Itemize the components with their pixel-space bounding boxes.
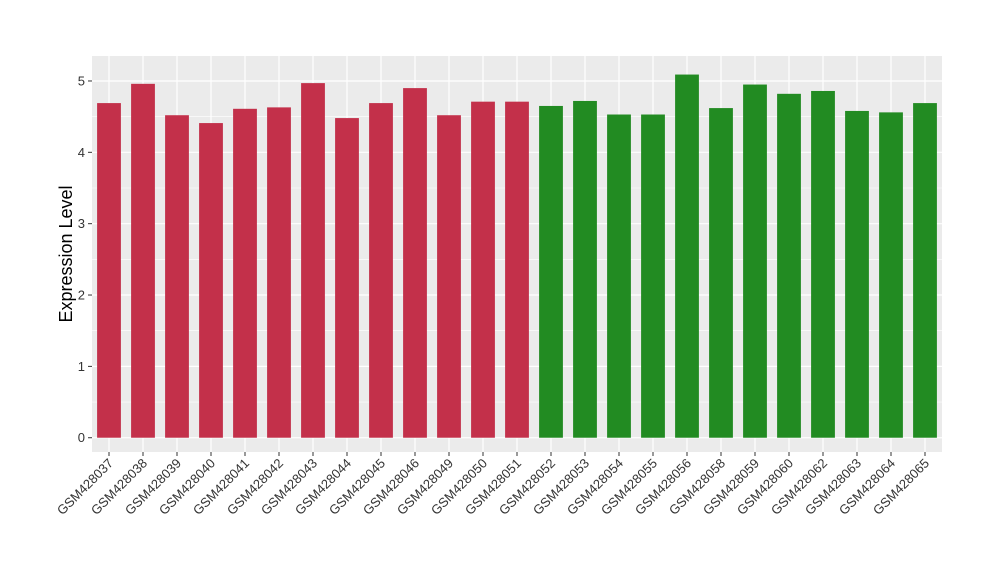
- bar-GSM428059: [743, 84, 767, 438]
- y-axis-title: Expression Level: [56, 185, 76, 322]
- y-tick-label: 0: [78, 430, 85, 445]
- bar-GSM428063: [845, 110, 869, 438]
- bar-GSM428050: [471, 101, 495, 438]
- bar-GSM428062: [811, 90, 835, 438]
- bar-GSM428049: [437, 115, 461, 438]
- bar-GSM428037: [97, 103, 121, 438]
- bar-GSM428041: [233, 108, 257, 438]
- bar-GSM428064: [879, 112, 903, 438]
- bar-GSM428043: [301, 83, 325, 438]
- bar-GSM428056: [675, 74, 699, 438]
- y-axis: 0 1 2 3 4 5: [78, 73, 92, 445]
- bar-GSM428058: [709, 108, 733, 438]
- y-tick-label: 3: [78, 216, 85, 231]
- bar-GSM428039: [165, 115, 189, 438]
- bar-GSM428054: [607, 114, 631, 438]
- bar-GSM428046: [403, 88, 427, 438]
- x-axis: GSM428037GSM428038GSM428039GSM428040GSM4…: [54, 452, 932, 518]
- y-tick-label: 4: [78, 145, 85, 160]
- bars: [97, 74, 937, 438]
- y-tick-label: 2: [78, 288, 85, 303]
- bar-GSM428040: [199, 123, 223, 438]
- bar-GSM428038: [131, 83, 155, 438]
- bar-GSM428055: [641, 114, 665, 438]
- bar-GSM428051: [505, 101, 529, 438]
- bar-GSM428065: [913, 103, 937, 438]
- bar-GSM428053: [573, 100, 597, 438]
- bar-GSM428052: [539, 105, 563, 438]
- bar-GSM428044: [335, 118, 359, 438]
- bar-GSM428042: [267, 107, 291, 438]
- y-tick-label: 1: [78, 359, 85, 374]
- bar-GSM428045: [369, 103, 393, 438]
- y-tick-label: 5: [78, 73, 85, 88]
- bar-GSM428060: [777, 93, 801, 438]
